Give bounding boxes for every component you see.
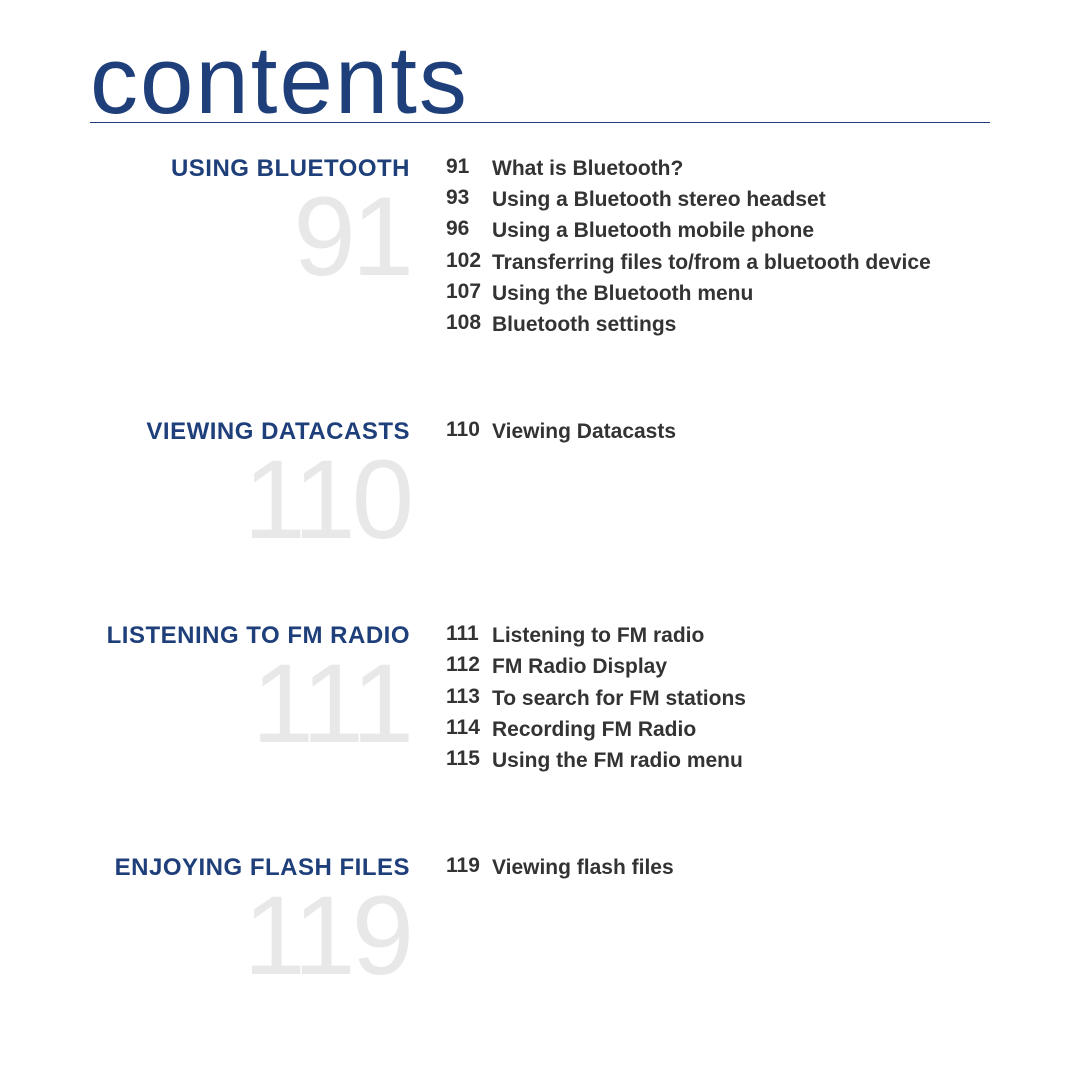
toc-entry: 115 Using the FM radio menu <box>446 747 990 775</box>
section-entries: 110 Viewing Datacasts <box>430 418 990 547</box>
toc-entry: 112 FM Radio Display <box>446 653 990 681</box>
toc-entry: 111 Listening to FM radio <box>446 622 990 650</box>
section-left: VIEWING DATACASTS 110 <box>90 418 430 547</box>
toc-entry: 108 Bluetooth settings <box>446 311 990 339</box>
section-left: ENJOYING FLASH FILES 119 <box>90 854 430 983</box>
section-big-page: 110 <box>90 452 410 547</box>
entry-page: 119 <box>446 854 492 878</box>
toc-section: LISTENING TO FM RADIO 111 111 Listening … <box>90 622 990 779</box>
entry-label: Bluetooth settings <box>492 311 676 339</box>
entry-label: Using the Bluetooth menu <box>492 280 753 308</box>
toc-entry: 114 Recording FM Radio <box>446 716 990 744</box>
section-left: LISTENING TO FM RADIO 111 <box>90 622 430 779</box>
section-big-page: 119 <box>90 888 410 983</box>
section-left: USING BLUETOOTH 91 <box>90 155 430 343</box>
section-entries: 119 Viewing flash files <box>430 854 990 983</box>
toc-section: ENJOYING FLASH FILES 119 119 Viewing fla… <box>90 854 990 983</box>
toc-entry: 93 Using a Bluetooth stereo headset <box>446 186 990 214</box>
entry-label: Viewing Datacasts <box>492 418 676 446</box>
toc-section: USING BLUETOOTH 91 91 What is Bluetooth?… <box>90 155 990 343</box>
entry-label: Using a Bluetooth stereo headset <box>492 186 826 214</box>
entry-label: Viewing flash files <box>492 854 674 882</box>
entry-page: 111 <box>446 622 492 646</box>
entry-page: 115 <box>446 747 492 771</box>
toc-entry: 102 Transferring files to/from a bluetoo… <box>446 249 990 277</box>
entry-page: 96 <box>446 217 492 241</box>
toc-entry: 119 Viewing flash files <box>446 854 990 882</box>
toc-entry: 110 Viewing Datacasts <box>446 418 990 446</box>
entry-page: 93 <box>446 186 492 210</box>
entry-page: 114 <box>446 716 492 740</box>
section-entries: 111 Listening to FM radio 112 FM Radio D… <box>430 622 990 779</box>
entry-page: 91 <box>446 155 492 179</box>
entry-page: 110 <box>446 418 492 442</box>
entry-page: 113 <box>446 685 492 709</box>
entry-label: What is Bluetooth? <box>492 155 683 183</box>
entry-label: FM Radio Display <box>492 653 667 681</box>
entry-label: Transferring files to/from a bluetooth d… <box>492 249 931 277</box>
toc-entry: 96 Using a Bluetooth mobile phone <box>446 217 990 245</box>
entry-label: Using the FM radio menu <box>492 747 743 775</box>
section-entries: 91 What is Bluetooth? 93 Using a Bluetoo… <box>430 155 990 343</box>
entry-label: Recording FM Radio <box>492 716 696 744</box>
entry-label: Listening to FM radio <box>492 622 704 650</box>
toc-entry: 113 To search for FM stations <box>446 685 990 713</box>
entry-label: To search for FM stations <box>492 685 746 713</box>
entry-label: Using a Bluetooth mobile phone <box>492 217 814 245</box>
section-big-page: 111 <box>90 656 410 751</box>
entry-page: 112 <box>446 653 492 677</box>
page-title: contents <box>90 40 990 123</box>
section-big-page: 91 <box>90 189 410 284</box>
entry-page: 108 <box>446 311 492 335</box>
entry-page: 102 <box>446 249 492 273</box>
toc-section: VIEWING DATACASTS 110 110 Viewing Dataca… <box>90 418 990 547</box>
toc-entry: 91 What is Bluetooth? <box>446 155 990 183</box>
entry-page: 107 <box>446 280 492 304</box>
toc-entry: 107 Using the Bluetooth menu <box>446 280 990 308</box>
